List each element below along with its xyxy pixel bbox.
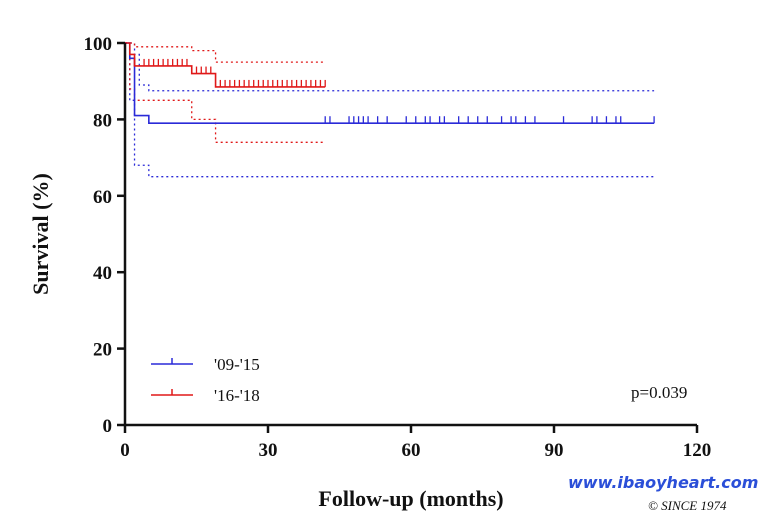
series-2-ci-upper xyxy=(125,42,326,63)
x-tick-label: 90 xyxy=(545,440,564,461)
legend-label-09-15: '09-'15 xyxy=(214,355,260,374)
y-tick-label: 80 xyxy=(93,110,112,131)
legend: '09-'15 '16-'18 xyxy=(151,355,260,405)
y-tick-label: 40 xyxy=(93,263,112,284)
x-tick-label: 120 xyxy=(683,440,712,461)
y-tick-label: 20 xyxy=(93,340,112,361)
watermark-since-text: © SINCE 1974 xyxy=(648,498,727,513)
x-axis-title: Follow-up (months) xyxy=(318,486,503,511)
survival-lines-layer xyxy=(125,42,655,125)
axis-ticks: 0 20 40 60 80 100 0 30 60 90 120 xyxy=(84,34,712,461)
y-tick-label: 0 xyxy=(103,416,113,437)
x-tick-label: 60 xyxy=(402,440,421,461)
p-value-annotation: p=0.039 xyxy=(631,383,687,402)
x-tick-label: 30 xyxy=(259,440,278,461)
watermark-site-text: www.ibaoyheart.com xyxy=(568,473,758,492)
y-tick-label: 100 xyxy=(84,34,113,55)
y-axis-title: Survival (%) xyxy=(28,173,53,295)
confidence-interval-layer xyxy=(125,42,655,178)
series-1-survival-line xyxy=(125,42,655,125)
y-tick-label: 60 xyxy=(93,187,112,208)
series-2-ci-lower xyxy=(125,42,326,143)
x-tick-label: 0 xyxy=(120,440,130,461)
series-1-ci-upper xyxy=(125,42,655,92)
censor-marks-layer xyxy=(133,58,655,124)
legend-label-16-18: '16-'18 xyxy=(214,386,260,405)
series-1-ci-lower xyxy=(125,42,655,178)
